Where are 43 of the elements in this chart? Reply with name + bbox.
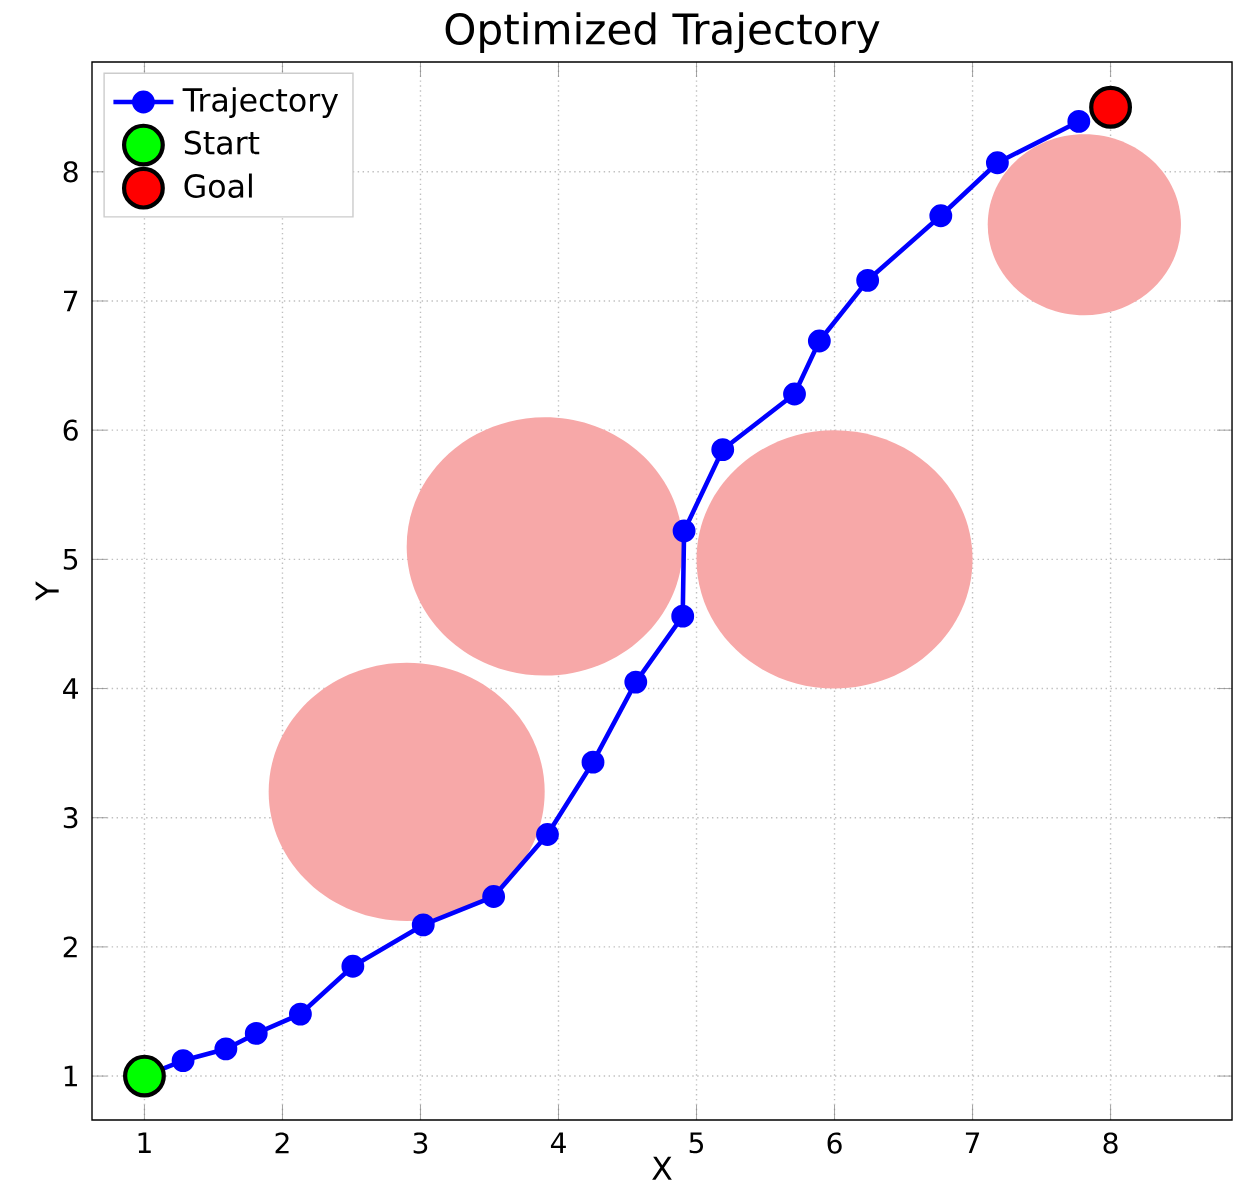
point (711, 438, 735, 461)
point (482, 885, 506, 908)
point (856, 268, 880, 292)
y-tick-label: 6 (63, 419, 78, 441)
x-tick-label: 8 (1103, 1132, 1118, 1154)
y-axis-title: Y (35, 581, 59, 601)
point (672, 519, 696, 543)
point (244, 1022, 268, 1045)
point (536, 823, 559, 846)
y-tick-label: 4 (63, 678, 79, 699)
y-tick-label: 2 (63, 936, 77, 958)
point (1089, 85, 1133, 129)
point (171, 1049, 195, 1072)
x-tick-label: 3 (413, 1132, 428, 1154)
x-tick-label: 6 (827, 1132, 842, 1154)
point (807, 329, 831, 353)
y-tick-label: 8 (63, 161, 78, 183)
y-tick-label: 1 (64, 1065, 77, 1087)
point (985, 151, 1009, 175)
point (581, 750, 605, 774)
chart-title: Optimized Trajectory (445, 12, 880, 54)
point (1067, 110, 1091, 133)
point (341, 954, 365, 978)
point (214, 1037, 238, 1061)
y-tick-label: 3 (63, 807, 78, 829)
point (411, 913, 435, 937)
point (624, 670, 648, 694)
x-axis-title: X (652, 1156, 672, 1180)
point (671, 604, 695, 628)
x-tick-label: 2 (275, 1132, 289, 1154)
legend-label: Start (184, 130, 260, 155)
y-tick-label: 7 (64, 290, 78, 312)
x-tick-label: 4 (550, 1132, 566, 1153)
legend-label: Trajectory (182, 87, 339, 118)
x-tick-label: 5 (689, 1132, 704, 1154)
point (123, 1054, 166, 1098)
x-tick-label: 1 (138, 1132, 151, 1153)
legend-label: Goal (184, 173, 252, 198)
x-tick-label: 7 (965, 1132, 980, 1153)
y-tick-label: 5 (63, 548, 78, 570)
point (288, 1002, 312, 1026)
point (783, 382, 806, 406)
point (929, 204, 953, 228)
